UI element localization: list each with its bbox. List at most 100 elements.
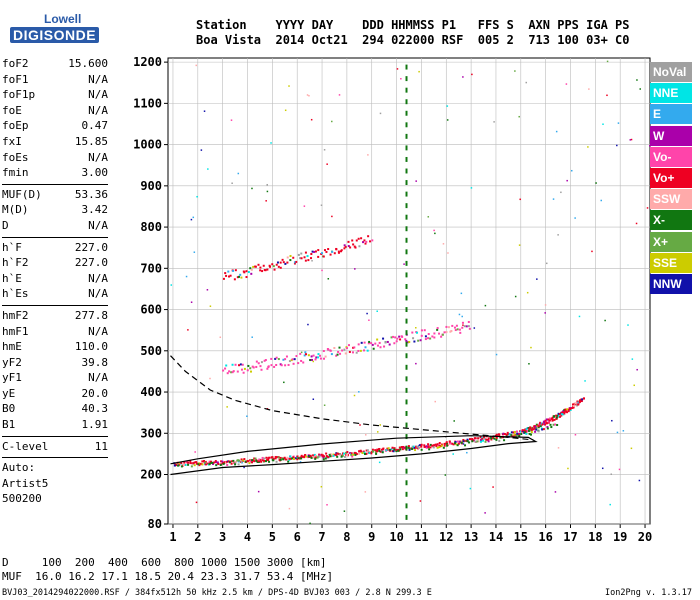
param-row: fxI 15.85 <box>2 134 108 150</box>
noise-point <box>311 260 313 262</box>
echo-point <box>274 357 277 360</box>
echo-point <box>336 455 339 458</box>
echo-point <box>254 265 257 268</box>
echo-point <box>427 445 430 448</box>
echo-point <box>386 340 389 343</box>
noise-point <box>323 149 326 151</box>
noise-point <box>415 327 417 329</box>
echo-point <box>177 464 180 467</box>
echo-point <box>298 457 301 460</box>
echo-point <box>427 337 430 340</box>
echo-point <box>560 413 563 416</box>
echo-point <box>236 459 239 462</box>
echo-point <box>225 461 228 464</box>
echo-point <box>335 354 338 357</box>
noise-point <box>187 329 189 331</box>
echo-point <box>376 344 379 347</box>
echo-point <box>429 337 432 340</box>
echo-point <box>362 241 365 244</box>
echo-point <box>533 425 536 428</box>
echo-point <box>289 259 292 262</box>
noise-point <box>495 353 498 356</box>
noise-point <box>415 362 417 365</box>
x-tick-label: 12 <box>439 530 453 544</box>
echo-point <box>427 443 430 446</box>
param-separator <box>2 435 108 437</box>
param-row: h`Es N/A <box>2 286 108 302</box>
noise-point <box>528 363 530 365</box>
echo-point <box>317 356 320 359</box>
echo-point <box>300 457 303 460</box>
echo-point <box>299 257 302 260</box>
echo-point <box>419 444 422 447</box>
echo-point <box>551 416 554 419</box>
param-name: foE <box>2 103 22 117</box>
echo-point <box>382 447 385 450</box>
echo-point <box>304 259 307 262</box>
echo-point <box>491 436 494 439</box>
param-text: Auto: <box>2 461 36 475</box>
echo-point <box>378 341 381 344</box>
echo-point <box>314 250 317 253</box>
echo-point <box>508 433 511 436</box>
echo-point <box>370 342 373 345</box>
legend-x: X+ <box>650 231 692 252</box>
echo-point <box>420 334 423 337</box>
echo-point <box>246 369 249 372</box>
version-label: Ion2Png v. 1.3.17 <box>605 588 692 598</box>
echo-point <box>572 406 575 409</box>
echo-point <box>374 451 377 454</box>
y-tick-label: 1100 <box>133 96 162 110</box>
echo-point <box>336 353 339 356</box>
noise-point <box>251 187 253 190</box>
echo-point <box>310 257 313 260</box>
echo-point <box>322 255 325 258</box>
echo-point <box>401 448 404 451</box>
noise-point <box>618 468 621 471</box>
echo-point <box>311 358 314 361</box>
noise-point <box>283 381 285 384</box>
echo-point <box>351 455 354 458</box>
echo-point <box>263 359 266 362</box>
echo-point <box>374 342 377 345</box>
noise-point <box>611 419 613 422</box>
param-name: yF1 <box>2 371 22 385</box>
echo-point <box>461 321 464 324</box>
noise-point <box>266 190 269 193</box>
echo-point <box>246 460 249 463</box>
echo-point <box>538 425 541 428</box>
echo-point <box>557 412 560 415</box>
noise-point <box>331 120 333 123</box>
echo-point <box>275 456 278 459</box>
echo-point <box>530 431 533 434</box>
echo-point <box>555 414 558 417</box>
echo-point <box>346 347 349 350</box>
echo-point <box>371 448 374 451</box>
echo-point <box>458 328 461 331</box>
echo-point <box>562 409 565 412</box>
echo-point <box>446 444 449 447</box>
echo-point <box>516 432 519 435</box>
param-row: B1 1.91 <box>2 417 108 433</box>
echo-point <box>271 456 274 459</box>
noise-point <box>303 205 306 207</box>
echo-point <box>353 245 356 248</box>
echo-point <box>367 342 370 345</box>
echo-point <box>546 426 549 429</box>
x-tick-label: 18 <box>588 530 602 544</box>
echo-point <box>261 459 264 462</box>
echo-point <box>313 453 316 456</box>
echo-point <box>451 442 454 445</box>
echo-point <box>268 264 271 267</box>
echo-point <box>455 324 458 327</box>
echo-point <box>549 423 552 426</box>
noise-point <box>190 218 193 221</box>
echo-point <box>381 451 384 454</box>
noise-point <box>555 130 558 133</box>
echo-point <box>288 458 291 461</box>
echo-point <box>328 453 331 456</box>
echo-point <box>323 249 326 252</box>
echo-point <box>385 449 388 452</box>
echo-point <box>452 443 455 446</box>
